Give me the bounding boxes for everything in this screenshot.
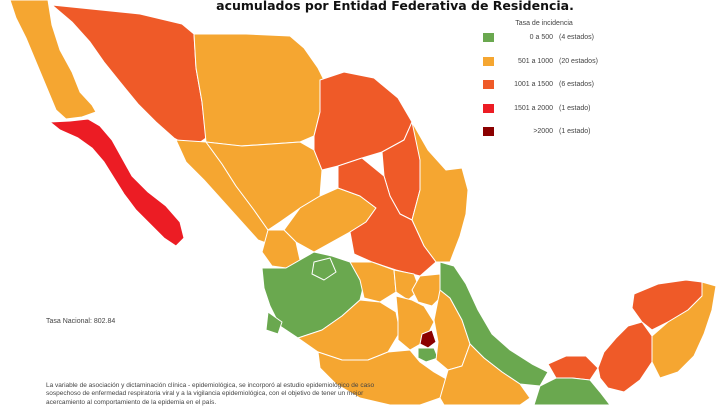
legend-swatch [483, 103, 494, 113]
legend-count: (20 estados) [559, 57, 598, 65]
legend-swatch [483, 56, 494, 66]
legend-item: >2000 (1 estado) [478, 127, 610, 151]
legend-count: (4 estados) [559, 34, 595, 41]
legend: Tasa de incidencia 0 a 500 (4 estados) 5… [478, 20, 610, 151]
legend-item: 1001 a 1500 (6 estados) [478, 80, 610, 104]
state-chihuahua[interactable] [193, 33, 331, 147]
state-oaxaca[interactable] [439, 343, 531, 405]
map-title: acumulados por Entidad Federativa de Res… [216, 0, 574, 13]
state-aguascalientes[interactable] [311, 257, 337, 281]
legend-range: 1501 a 2000 [514, 104, 553, 112]
state-morelos[interactable] [417, 347, 439, 363]
legend-item: 1501 a 2000 (1 estado) [478, 103, 610, 128]
legend-count: (1 estado) [559, 128, 591, 135]
legend-swatch [483, 127, 494, 136]
legend-title: Tasa de incidencia [515, 20, 573, 27]
legend-count: (1 estado) [559, 104, 591, 112]
legend-range: 1001 a 1500 [514, 81, 553, 88]
legend-item: 501 a 1000 (20 estados) [478, 56, 610, 81]
state-chiapas[interactable] [533, 377, 611, 405]
state-guanajuato[interactable] [349, 261, 397, 303]
legend-range: >2000 [533, 128, 553, 135]
state-coahuila[interactable] [313, 71, 413, 171]
state-tabasco[interactable] [547, 355, 599, 381]
state-baja-california[interactable] [9, 0, 97, 120]
national-rate: Tasa Nacional: 802.84 [46, 318, 116, 325]
legend-range: 501 a 1000 [517, 57, 553, 65]
state-ciudad-de-mexico[interactable] [419, 329, 437, 349]
state-colima[interactable] [265, 311, 283, 335]
state-quintana-roo[interactable] [651, 281, 717, 379]
methodology-note: La variable de asociación y dictaminació… [46, 382, 375, 406]
state-baja-california-sur[interactable] [49, 118, 185, 247]
legend-swatch [483, 80, 494, 89]
legend-item: 0 a 500 (4 estados) [478, 33, 610, 57]
state-campeche[interactable] [597, 321, 653, 393]
legend-range: 0 a 500 [529, 34, 553, 41]
legend-count: (6 estados) [559, 81, 595, 88]
state-tamaulipas[interactable] [411, 121, 469, 263]
legend-swatch [483, 33, 494, 42]
